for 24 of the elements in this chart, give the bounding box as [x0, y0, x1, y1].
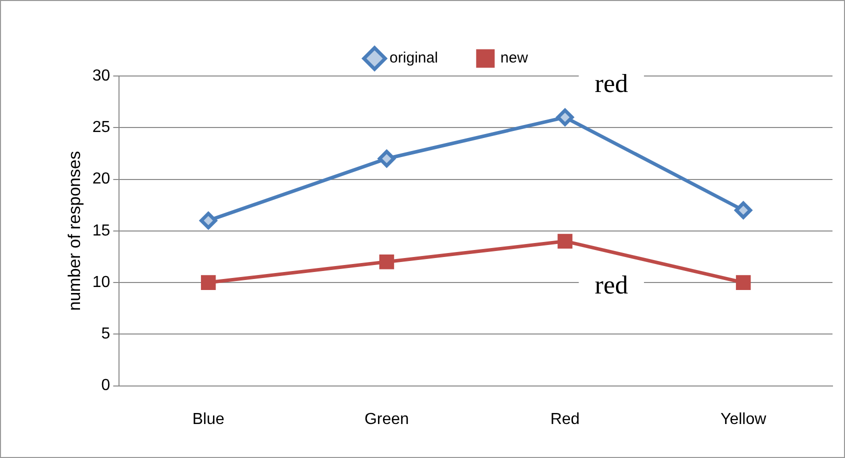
point: [558, 234, 572, 249]
x-tick-label: Green: [364, 410, 409, 428]
x-tick-label: Yellow: [720, 410, 767, 428]
y-tick-label: 0: [101, 377, 110, 394]
annotation: red: [594, 69, 628, 98]
x-tick-label: Blue: [192, 410, 224, 428]
point: [378, 150, 396, 168]
y-tick-label: 10: [92, 274, 110, 291]
y-axis-title: number of responses: [64, 151, 84, 311]
point: [379, 254, 394, 270]
x-tick-label: Red: [550, 410, 580, 428]
y-tick-label: 15: [92, 222, 110, 240]
legend-label: original: [390, 50, 438, 67]
y-tick-label: 20: [92, 170, 110, 188]
legend-label: new: [500, 50, 528, 67]
y-tick-label: 30: [92, 67, 110, 84]
point: [734, 201, 752, 219]
y-tick-label: 5: [101, 326, 110, 343]
point: [200, 275, 216, 290]
y-tick-label: 25: [92, 119, 110, 136]
point: [556, 108, 574, 126]
point: [200, 212, 218, 230]
point: [736, 275, 751, 290]
annotation: red: [594, 270, 628, 300]
